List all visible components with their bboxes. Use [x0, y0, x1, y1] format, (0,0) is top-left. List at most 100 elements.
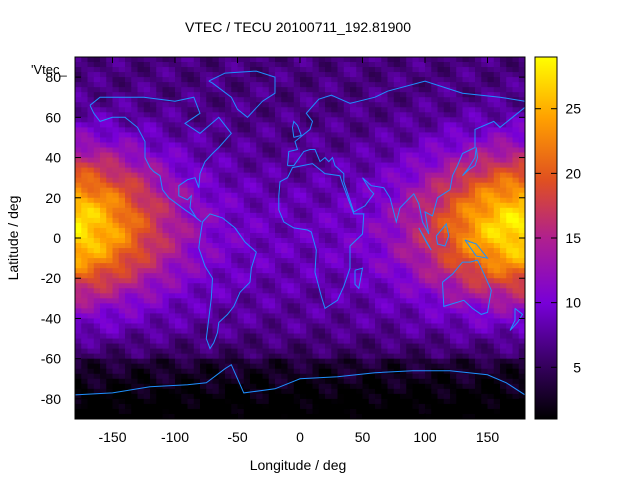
heatmap-cell [81, 278, 89, 284]
heatmap-cell [262, 177, 270, 184]
heatmap-cell [425, 192, 432, 199]
heatmap-cell [375, 172, 382, 179]
heatmap-cell [206, 232, 214, 239]
heatmap-cell [206, 293, 214, 299]
heatmap-cell [306, 167, 314, 174]
heatmap-cell [206, 77, 214, 83]
heatmap-cell [331, 278, 339, 284]
heatmap-cell [318, 92, 326, 98]
heatmap-cell [112, 378, 120, 385]
heatmap-cell [281, 82, 289, 88]
heatmap-cell [212, 87, 220, 93]
heatmap-cell [218, 82, 226, 88]
heatmap-cell [268, 177, 276, 184]
heatmap-cell [250, 187, 257, 194]
heatmap-cell [237, 293, 245, 299]
heatmap-cell [437, 172, 445, 179]
heatmap-cell [381, 338, 389, 345]
heatmap-cell [437, 268, 445, 274]
heatmap-cell [200, 343, 207, 350]
heatmap-cell [81, 313, 89, 320]
heatmap-cell [306, 92, 314, 98]
heatmap-cell [168, 283, 176, 289]
heatmap-cell [518, 363, 525, 370]
heatmap-cell [475, 197, 482, 204]
heatmap-cell [200, 172, 207, 179]
heatmap-cell [350, 197, 357, 204]
heatmap-cell [518, 343, 525, 350]
heatmap-cell [300, 157, 307, 164]
heatmap-cell [287, 363, 295, 370]
heatmap-cell [512, 343, 520, 350]
heatmap-cell [406, 202, 414, 209]
heatmap-cell [218, 283, 226, 289]
heatmap-cell [250, 398, 257, 405]
heatmap-cell [100, 243, 107, 249]
heatmap-cell [512, 263, 520, 269]
heatmap-cell [387, 107, 395, 113]
heatmap-cell [431, 313, 439, 320]
heatmap-cell [425, 263, 432, 269]
heatmap-cell [512, 288, 520, 294]
heatmap-cell [237, 222, 245, 229]
heatmap-cell [193, 288, 201, 294]
heatmap-cell [150, 258, 157, 264]
heatmap-cell [487, 132, 495, 139]
heatmap-cell [393, 383, 401, 390]
heatmap-cell [262, 263, 270, 269]
heatmap-cell [293, 373, 301, 380]
heatmap-cell [231, 238, 239, 244]
heatmap-cell [131, 283, 139, 289]
heatmap-cell [512, 187, 520, 194]
heatmap-cell [100, 62, 107, 68]
heatmap-cell [443, 283, 451, 289]
heatmap-cell [375, 378, 382, 385]
heatmap-cell [450, 363, 457, 370]
heatmap-cell [400, 127, 407, 134]
heatmap-cell [200, 403, 207, 410]
heatmap-cell [75, 358, 82, 365]
heatmap-cell [506, 72, 514, 78]
heatmap-cell [318, 243, 326, 249]
heatmap-cell [368, 253, 376, 259]
heatmap-cell [281, 197, 289, 204]
heatmap-cell [75, 217, 82, 224]
heatmap-cell [131, 308, 139, 315]
heatmap-cell [143, 318, 151, 325]
heatmap-cell [256, 92, 264, 98]
heatmap-cell [243, 263, 251, 269]
heatmap-cell [493, 97, 501, 103]
heatmap-cell [212, 102, 220, 108]
heatmap-cell [356, 142, 364, 149]
heatmap-cell [481, 373, 489, 380]
heatmap-cell [400, 217, 407, 224]
heatmap-cell [125, 338, 132, 345]
heatmap-cell [275, 182, 282, 189]
heatmap-cell [75, 97, 82, 103]
heatmap-cell [250, 288, 257, 294]
heatmap-cell [168, 72, 176, 78]
heatmap-cell [512, 398, 520, 405]
heatmap-cell [518, 288, 525, 294]
heatmap-cell [75, 253, 82, 259]
heatmap-cell [256, 62, 264, 68]
heatmap-cell [75, 288, 82, 294]
heatmap-cell [462, 142, 470, 149]
heatmap-cell [512, 72, 520, 78]
heatmap-cell [112, 328, 120, 335]
heatmap-cell [243, 338, 251, 345]
heatmap-cell [131, 403, 139, 410]
heatmap-cell [281, 187, 289, 194]
heatmap-cell [468, 57, 476, 63]
heatmap-cell [218, 348, 226, 355]
heatmap-cell [418, 298, 426, 304]
heatmap-cell [293, 127, 301, 134]
heatmap-cell [337, 232, 345, 239]
heatmap-cell [231, 298, 239, 304]
heatmap-cell [437, 162, 445, 169]
heatmap-cell [212, 388, 220, 395]
heatmap-cell [206, 192, 214, 199]
heatmap-cell [400, 157, 407, 164]
heatmap-cell [325, 348, 332, 355]
heatmap-cell [187, 393, 195, 400]
